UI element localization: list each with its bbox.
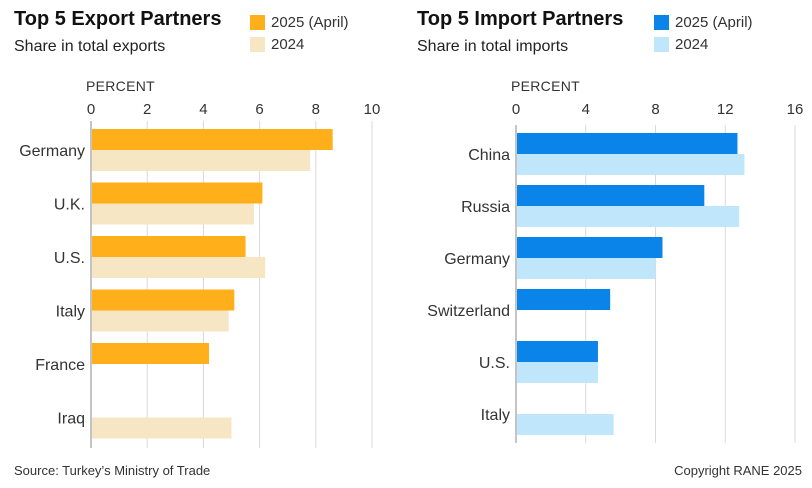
export-category-label: France [35,357,85,374]
export-legend-label-current: 2025 (April) [271,13,349,31]
import-bar-current [517,133,738,154]
import-legend-label-current: 2025 (April) [675,13,753,31]
export-bar-prior [92,150,311,171]
import-bar-current [517,185,705,206]
export-legend-item-current: 2025 (April) [250,11,349,33]
export-category-label: Iraq [57,411,85,428]
export-category-label: Italy [56,304,85,321]
import-chart-panel: Top 5 Import Partners Share in total imp… [405,0,812,460]
export-legend-swatch-current [250,14,265,30]
export-legend: 2025 (April) 2024 [250,11,349,55]
export-bar-prior [92,203,254,225]
export-tick-label: 2 [143,101,151,118]
import-legend-swatch-prior [654,36,669,52]
import-legend-label-prior: 2024 [675,35,709,53]
export-category-label: Germany [19,143,85,160]
export-tick-label: 8 [312,101,320,118]
export-bar-chart: 0 2 4 6 8 10 Germany U.K. U.S. Italy France Iraq [19,101,381,448]
import-category-label: Italy [481,407,510,424]
export-chart-subtitle: Share in total exports [14,38,166,55]
copyright-note: Copyright RANE 2025 [674,463,802,478]
export-category-label: U.K. [54,197,85,214]
export-legend-label-prior: 2024 [271,35,305,53]
export-bar-prior [92,417,232,439]
export-unit-label: PERCENT [86,78,155,94]
import-bar-chart: 0 4 8 12 16 China Russia Germany Switzerland U.S.… [427,101,804,443]
import-tick-label: 0 [512,101,520,118]
import-legend-item-current: 2025 (April) [654,11,753,33]
import-legend-item-prior: 2024 [654,33,753,55]
export-tick-label: 6 [255,101,263,118]
export-category-label: U.S. [54,250,85,267]
export-bar-current [92,236,246,257]
source-note: Source: Turkey’s Ministry of Trade [14,463,211,478]
import-bar-prior [517,258,656,279]
export-bar-prior [92,310,229,332]
import-bar-prior [517,206,740,227]
import-chart-subtitle: Share in total imports [417,38,569,55]
export-bar-current [92,343,210,364]
export-chart-panel: Top 5 Export Partners Share in total exp… [0,0,400,460]
import-legend-swatch-current [654,14,669,30]
import-bar-current [517,289,611,310]
export-tick-label: 10 [364,101,381,118]
export-chart-title: Top 5 Export Partners [14,8,222,30]
export-tick-label: 0 [87,101,95,118]
import-tick-label: 12 [717,101,734,118]
export-bar-current [92,182,263,204]
export-tick-label: 4 [199,101,207,118]
export-legend-item-prior: 2024 [250,33,349,55]
import-category-label: Switzerland [427,303,510,320]
import-tick-label: 4 [582,101,590,118]
export-bar-current [92,129,333,150]
import-bar-current [517,237,663,258]
import-tick-label: 16 [787,101,804,118]
import-category-label: U.S. [479,355,510,372]
import-category-label: China [468,147,510,164]
import-tick-label: 8 [651,101,659,118]
import-bar-prior [517,414,614,435]
import-bar-prior [517,362,598,383]
import-bar-prior [517,154,745,175]
export-bar-prior [92,257,266,278]
import-bar-current [517,341,598,362]
import-category-label: Germany [444,251,510,268]
export-legend-swatch-prior [250,36,265,52]
import-legend: 2025 (April) 2024 [654,11,753,55]
import-chart-title: Top 5 Import Partners [417,8,624,30]
import-unit-label: PERCENT [511,78,580,94]
import-category-label: Russia [461,199,510,216]
export-bar-current [92,289,235,311]
